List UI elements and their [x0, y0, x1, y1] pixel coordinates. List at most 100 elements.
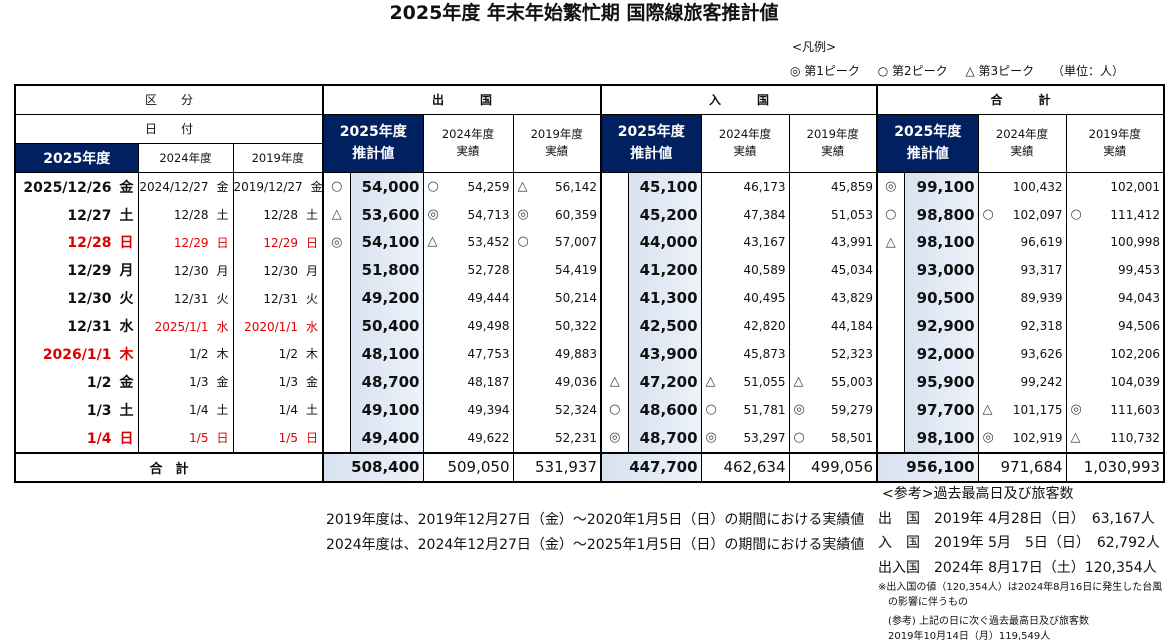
tot-2019-actual: 99,453	[1065, 256, 1166, 285]
dep-2024-actual: 47,753	[422, 340, 513, 368]
date: 12/30	[263, 263, 298, 278]
arr-2024-actual: 43,167	[700, 228, 790, 257]
reference-title: <参考>過去最高日及び旅客数	[882, 486, 1074, 502]
date: 1/3	[189, 375, 209, 390]
weekday: 木	[216, 347, 229, 362]
tot-2024-actual: 93,626	[977, 340, 1067, 368]
weekday: 日	[119, 430, 134, 447]
date: 1/4	[278, 403, 298, 418]
arr-2019-actual: 45,034	[788, 256, 878, 285]
value: 99,453	[1118, 263, 1161, 278]
date-cell: 2026/1/1 木	[14, 340, 138, 368]
value: 89,939	[1020, 291, 1063, 306]
date-cell: 1/4 土	[232, 395, 323, 424]
arr-2024-actual: △ 51,055	[700, 367, 790, 396]
total-header: 合 計	[876, 85, 1166, 115]
peak-mark: ○	[427, 178, 439, 194]
tot-est-header: 2025年度 推計値	[876, 114, 979, 173]
weekday: 水	[119, 319, 134, 336]
date-cell: 12/31 火	[137, 284, 233, 313]
arr-2025-estimate: 41,300	[627, 284, 702, 313]
tot-2024-header: 2024年度 実績	[977, 114, 1067, 173]
value: 50,214	[555, 291, 598, 306]
dep-2019-actual: 49,883	[512, 340, 602, 368]
footnote: (参考) 上記の日に次ぐ過去最高日及び旅客数	[888, 616, 1089, 627]
value: 49,394	[467, 402, 510, 417]
tot-2024-actual: 92,318	[977, 312, 1067, 341]
peak-mark: △	[517, 178, 528, 194]
value: 94,506	[1118, 319, 1161, 334]
arr-2019-actual: ◎ 59,279	[788, 395, 878, 424]
value: 51,781	[743, 402, 786, 417]
date-cell: 12/28 土	[137, 200, 233, 229]
note-2019: 2019年度は、2019年12月27日（金）～2020年1月5日（日）の期間にお…	[326, 512, 865, 528]
record-total: 出入国 2024年 8月17日（土）120,354人	[878, 559, 1157, 576]
arr-2025-estimate: 44,000	[627, 228, 702, 257]
tot-2019-header: 2019年度 実績	[1065, 114, 1166, 173]
fy2024-header: 2024年度	[137, 143, 233, 173]
dep-2025-estimate: 48,100	[349, 340, 423, 368]
tot-2025-estimate: 90,500	[903, 284, 979, 313]
date-cell: 12/28 土	[232, 200, 323, 229]
tot-peak-mark: ○	[876, 200, 905, 229]
arr-peak-mark	[600, 284, 629, 313]
date: 2019/12/27	[233, 180, 303, 195]
arr-2024-actual: 46,173	[700, 172, 790, 201]
h: 2024年度	[441, 127, 495, 142]
value: 43,829	[831, 291, 874, 306]
tot-peak-mark	[876, 284, 905, 313]
date-cell: 1/5 日	[232, 423, 323, 453]
footnote: の影響に伴うもの	[878, 597, 968, 608]
arr-2024-actual: 47,384	[700, 200, 790, 229]
tot-peak-mark	[876, 312, 905, 341]
dep-2019-header: 2019年度 実績	[512, 114, 602, 173]
value: 45,034	[831, 263, 874, 278]
dep-peak-mark: ○	[322, 172, 350, 201]
value: 51,055	[743, 374, 786, 389]
arr-peak-mark	[600, 312, 629, 341]
date-cell: 2019/12/27 金	[232, 172, 323, 201]
arr-2025-estimate: 43,900	[627, 340, 702, 368]
arr-total-2019: 499,056	[788, 451, 878, 482]
dep-2024-actual: 48,187	[422, 367, 513, 396]
peak-mark: △	[982, 401, 993, 417]
weekday: 木	[305, 347, 318, 362]
arr-peak-mark	[600, 256, 629, 285]
tot-total-2019: 1,030,993	[1065, 451, 1166, 482]
value: 49,622	[467, 430, 510, 445]
arr-2024-actual: 40,589	[700, 256, 790, 285]
dep-2025-estimate: 48,700	[349, 367, 423, 396]
dep-total-2019: 531,937	[512, 451, 602, 482]
tot-2025-estimate: 98,800	[903, 200, 979, 229]
date-cell: 1/2 木	[137, 340, 233, 368]
value: 43,167	[743, 235, 786, 250]
arr-total-2025: 447,700	[600, 451, 702, 482]
arr-2024-actual: 40,495	[700, 284, 790, 313]
dep-2019-actual: 52,231	[512, 423, 602, 453]
arr-2025-estimate: 41,200	[627, 256, 702, 285]
h: 2019年度	[1088, 127, 1141, 142]
h: 実績	[545, 144, 569, 159]
date-cell: 12/31 火	[232, 284, 323, 313]
value: 60,359	[555, 207, 598, 222]
h: 2019年度	[806, 127, 859, 142]
weekday: 水	[305, 319, 318, 334]
dep-2025-estimate: 49,200	[349, 284, 423, 313]
value: 51,053	[831, 207, 874, 222]
tot-2024-actual: 93,317	[977, 256, 1067, 285]
arr-2019-actual: △ 55,003	[788, 367, 878, 396]
h: 2024年度	[995, 127, 1049, 142]
value: 54,259	[467, 179, 510, 194]
tot-peak-mark	[876, 423, 905, 453]
date-cell: 1/4 日	[14, 423, 138, 453]
arr-2025-estimate: 45,100	[627, 172, 702, 201]
dep-2025-estimate: 54,100	[349, 228, 423, 257]
passenger-table: 区 分 出 国 入 国 合 計 日 付 2025年度 推計値 2024年度 実績 2…	[14, 84, 1166, 483]
date-cell: 12/30 月	[137, 256, 233, 285]
dep-est-header: 2025年度 推計値	[322, 114, 423, 173]
date: 12/29	[263, 235, 298, 250]
table-row: 1/3 土 1/4 土 1/4 土 49,100 49,394 52,324 ○ 48,600 ○ 51…	[14, 395, 1166, 424]
arr-2019-actual: 45,859	[788, 172, 878, 201]
value: 42,820	[743, 319, 786, 334]
dep-2019-actual: 49,036	[512, 367, 602, 396]
